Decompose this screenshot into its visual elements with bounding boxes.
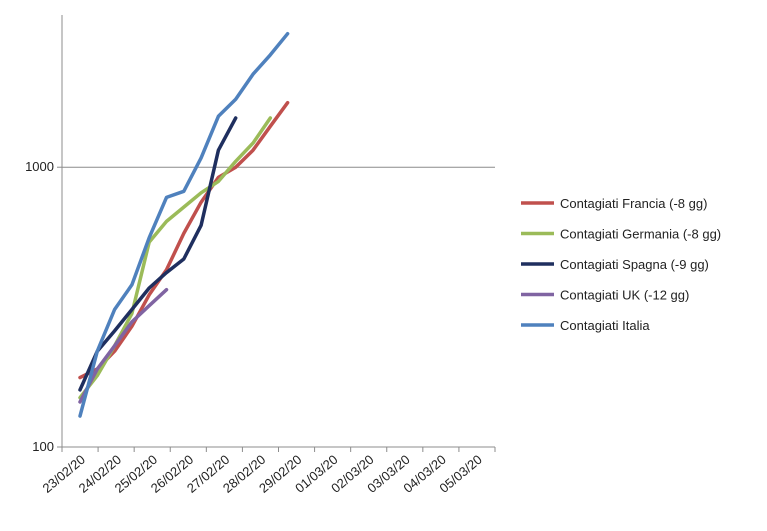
- series-line-5: [78, 31, 290, 418]
- legend-label: Contagiati Spagna (-9 gg): [560, 257, 709, 272]
- legend-label: Contagiati UK (-12 gg): [560, 288, 689, 303]
- legend-label: Contagiati Francia (-8 gg): [560, 196, 707, 211]
- x-tick-labels: 23/02/2024/02/2025/02/2026/02/2027/02/20…: [40, 452, 485, 496]
- series-lines: [78, 31, 290, 418]
- legend-label: Contagiati Italia: [560, 318, 650, 333]
- y-tick-labels: 100 1000: [25, 159, 54, 454]
- series-line-4: [78, 287, 169, 404]
- y-tick-label: 100: [32, 439, 54, 454]
- axes: [57, 15, 496, 452]
- legend: Contagiati Francia (-8 gg) Contagiati Ger…: [521, 196, 721, 333]
- y-tick-label: 1000: [25, 159, 54, 174]
- series-line-3: [78, 116, 238, 392]
- legend-label: Contagiati Germania (-8 gg): [560, 227, 721, 242]
- series-line-1: [78, 100, 290, 380]
